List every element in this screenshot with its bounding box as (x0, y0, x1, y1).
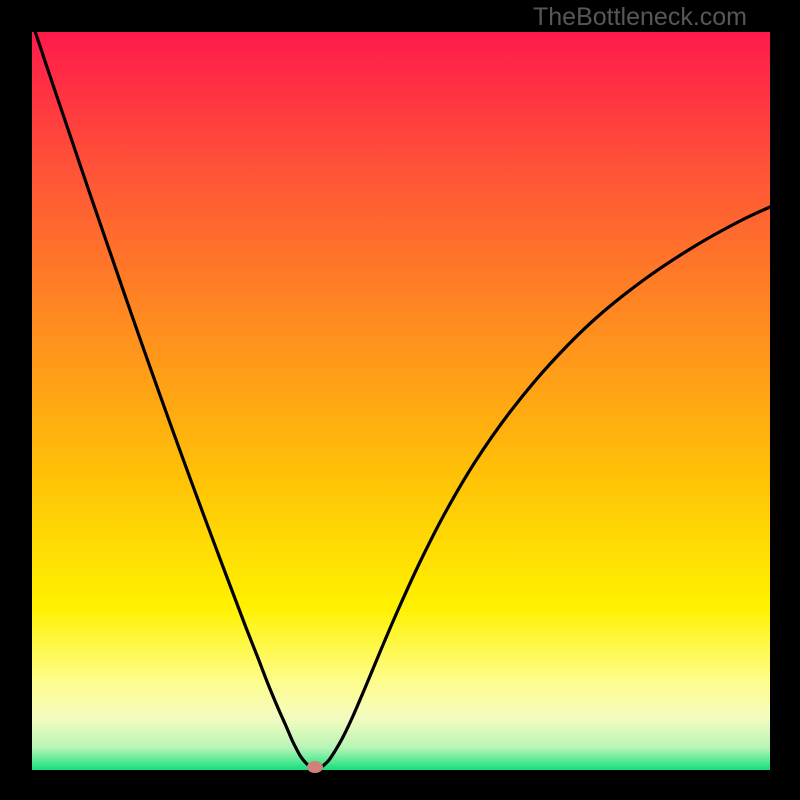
chart-frame: TheBottleneck.com (0, 0, 800, 800)
bottleneck-curve (32, 22, 770, 769)
curve-layer (0, 0, 800, 800)
watermark-text: TheBottleneck.com (533, 3, 747, 32)
curve-minimum-marker (307, 761, 323, 773)
